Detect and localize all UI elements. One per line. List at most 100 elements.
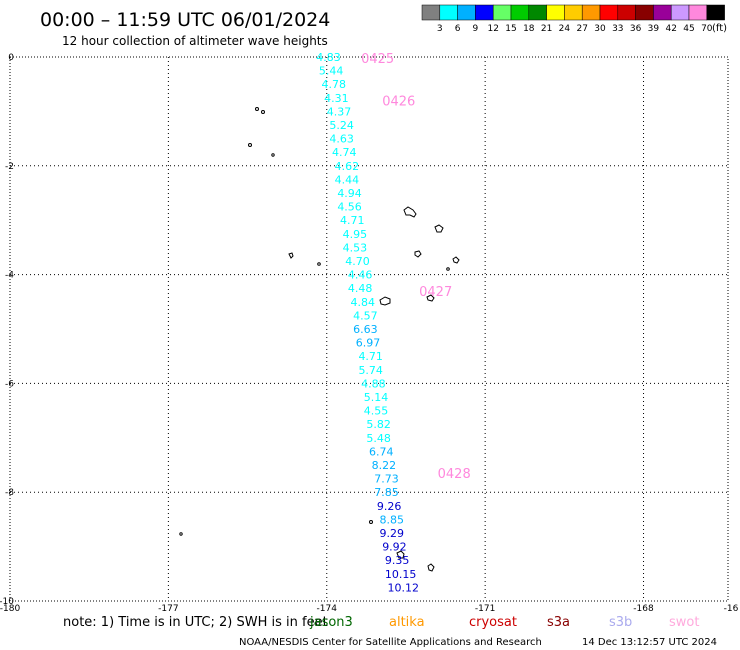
legend-swatch [617, 4, 636, 21]
footer-timestamp: 14 Dec 13:12:57 UTC 2024 [582, 637, 717, 648]
legend-swatch [688, 4, 708, 21]
swh-reading: 8.22 [372, 459, 397, 472]
legend-swatch [653, 4, 672, 21]
lat-tick-label: 0 [8, 53, 14, 63]
legend-swatch [635, 4, 654, 21]
swh-reading: 5.14 [364, 391, 389, 404]
island [379, 296, 391, 306]
island [452, 256, 460, 264]
legend-swatch [421, 4, 441, 21]
legend-swatch [492, 4, 512, 21]
legend-label: 6 [455, 24, 461, 34]
island [403, 206, 417, 218]
lat-tick-label: -8 [5, 488, 14, 498]
swh-reading: 9.26 [377, 500, 402, 513]
legend-label: 12 [487, 24, 498, 34]
island [179, 532, 183, 536]
swh-reading: 9.35 [385, 554, 410, 567]
swh-reading: 4.83 [316, 51, 341, 64]
island [446, 267, 450, 271]
swh-reading: 4.53 [343, 241, 368, 254]
swh-reading: 4.95 [343, 228, 368, 241]
swh-reading: 5.24 [329, 119, 354, 132]
swh-reading: 4.37 [327, 105, 352, 118]
page-title: 00:00 – 11:59 UTC 06/01/2024 [40, 9, 330, 31]
swh-reading: 6.97 [356, 337, 381, 350]
swh-reading: 4.94 [337, 187, 362, 200]
swh-reading: 7.85 [374, 486, 399, 499]
footer-credit: NOAA/NESDIS Center for Satellite Applica… [239, 637, 542, 648]
swh-reading: 9.29 [380, 527, 405, 540]
satellite-legend: jason3 altika cryosat s3a s3b swot [309, 615, 699, 630]
legend-label: 70 [701, 24, 713, 34]
lon-tick-label: -180 [0, 604, 20, 614]
lon-tick-label: -177 [158, 604, 178, 614]
legend-label: 15 [505, 24, 516, 34]
swh-reading: 4.74 [332, 146, 357, 159]
swh-reading: 4.84 [351, 296, 376, 309]
legend-label: 42 [665, 24, 676, 34]
legend-label: 33 [612, 24, 623, 34]
legend-swatch [457, 4, 476, 21]
island [248, 143, 252, 147]
satellite-name-cryosat: cryosat [469, 615, 517, 630]
legend-label: 45 [683, 24, 694, 34]
graticule [10, 57, 728, 601]
swh-reading: 4.55 [364, 405, 389, 418]
color-scale-legend: 3 6 9 12 15 18 21 24 27 30 33 36 39 42 45 70 [421, 4, 725, 34]
island [271, 153, 275, 157]
legend-label: 18 [523, 24, 535, 34]
satellite-name-s3b: s3b [609, 615, 632, 630]
legend-swatch [706, 4, 725, 21]
island [369, 520, 373, 524]
island [434, 224, 444, 233]
lat-tick-label: -10 [0, 597, 14, 607]
swh-reading: 4.48 [348, 282, 373, 295]
legend-label: 24 [559, 24, 571, 34]
legend-label: 27 [576, 24, 587, 34]
legend-swatch [564, 4, 583, 21]
pass-time-labels: 0425 0426 0427 0428 [361, 52, 471, 482]
swh-reading: 9.92 [382, 541, 407, 554]
lat-tick-label: -6 [5, 379, 14, 389]
island [414, 250, 422, 258]
island [427, 563, 435, 572]
swh-readings: 4.835.444.784.314.375.244.634.744.624.44… [316, 51, 419, 594]
legend-label: 30 [594, 24, 606, 34]
swh-reading: 4.31 [324, 92, 349, 105]
legend-swatch [670, 4, 690, 21]
lat-tick-label: -4 [5, 271, 14, 281]
map-frame [9, 56, 729, 602]
pass-time-label: 0427 [419, 285, 452, 300]
swh-reading: 10.12 [387, 581, 419, 594]
legend-unit: (ft) [712, 23, 727, 34]
island-outlines [179, 107, 460, 572]
satellite-name-swot: swot [669, 615, 699, 630]
swh-reading: 4.88 [361, 377, 386, 390]
satellite-name-altika: altika [389, 615, 425, 630]
swh-reading: 5.48 [366, 432, 391, 445]
island [317, 262, 321, 266]
legend-swatch [528, 4, 547, 21]
swh-reading: 4.71 [358, 350, 383, 363]
legend-label: 39 [648, 24, 660, 34]
island [288, 252, 294, 259]
lon-tick-label: -171 [475, 604, 495, 614]
swh-reading: 4.56 [337, 201, 362, 214]
footer-note: note: 1) Time is in UTC; 2) SWH is in fe… [63, 615, 328, 630]
swh-reading: 4.71 [340, 214, 365, 227]
latitude-tick-labels: 0 -2 -4 -6 -8 -10 [0, 53, 14, 607]
legend-swatch [546, 4, 565, 21]
island [426, 294, 435, 302]
pass-time-label: 0426 [382, 95, 415, 110]
swh-reading: 5.74 [358, 364, 383, 377]
swh-reading: 4.70 [345, 255, 370, 268]
legend-label: 9 [473, 24, 479, 34]
swh-reading: 4.44 [335, 173, 360, 186]
swh-reading: 4.46 [348, 269, 373, 282]
pass-time-label: 0428 [438, 467, 471, 482]
swh-reading: 7.73 [374, 473, 399, 486]
legend-label: 3 [437, 24, 443, 34]
